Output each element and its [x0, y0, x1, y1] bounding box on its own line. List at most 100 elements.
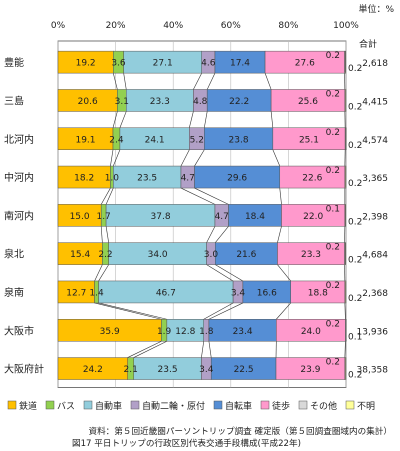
- x-tick-label: 40%: [163, 21, 183, 31]
- legend-swatch: [298, 400, 308, 410]
- data-label: 22.6: [302, 174, 322, 184]
- series-connector: [215, 264, 244, 282]
- legend-swatch: [7, 400, 17, 410]
- x-tick-label: 80%: [278, 21, 298, 31]
- legend-label: 不明: [357, 401, 375, 412]
- data-label: 25.6: [298, 97, 318, 107]
- data-label: 27.1: [153, 59, 173, 69]
- total-value: 38,358: [357, 366, 389, 376]
- series-connector: [204, 111, 208, 128]
- source-note: 資料：第５回近畿圏パーソントリップ調査 確定版（第５回調査圏域内の集計）: [88, 427, 392, 437]
- total-value: 13,936: [357, 327, 389, 337]
- legend-swatch: [45, 400, 55, 410]
- bar-segment: [344, 50, 346, 74]
- legend-label: 自転車: [225, 400, 252, 412]
- series-connector: [206, 73, 216, 90]
- data-label: 23.9: [300, 365, 320, 375]
- series-connector: [277, 226, 282, 243]
- legend-label: 自動二輪・原付: [142, 400, 205, 412]
- series-connector: [180, 187, 216, 205]
- series-connector: [113, 149, 121, 167]
- unit-label: 単位：%: [358, 5, 394, 15]
- data-label: 18.8: [308, 288, 328, 298]
- category-label: 大阪府計: [4, 363, 44, 376]
- x-tick-label: 0%: [51, 21, 66, 31]
- data-label: 1.4: [89, 288, 104, 298]
- category-label: 大阪市: [4, 324, 34, 337]
- data-label: 4.6: [201, 59, 216, 69]
- series-connector: [113, 73, 118, 90]
- series-connector: [105, 187, 114, 205]
- series-connector: [208, 302, 244, 320]
- data-label: 0.1: [326, 204, 340, 214]
- data-label: 22.0: [303, 212, 323, 222]
- data-label: 23.4: [233, 327, 253, 337]
- data-label: 0.2: [348, 294, 362, 304]
- category-label: 泉南: [4, 286, 24, 299]
- data-label: 19.2: [76, 59, 96, 69]
- data-label: 20.6: [78, 97, 98, 107]
- data-label: 15.4: [70, 250, 90, 260]
- x-tick-label: 60%: [221, 21, 241, 31]
- data-label: 0.2: [326, 281, 340, 291]
- data-label: 5.2: [190, 135, 204, 145]
- series-connector: [180, 149, 190, 167]
- series-connector: [270, 111, 274, 128]
- total-value: 3,365: [362, 174, 388, 184]
- series-connector: [100, 226, 103, 243]
- category-label: 北河内: [4, 133, 34, 146]
- data-label: 12.7: [66, 288, 86, 298]
- data-label: 2.4: [109, 135, 124, 145]
- series-connector: [206, 264, 234, 282]
- legend-swatch: [130, 400, 140, 410]
- category-label: 南河内: [4, 209, 34, 222]
- data-label: 0.2: [348, 102, 362, 112]
- data-label: 3.4: [199, 365, 214, 375]
- data-label: 0.2: [326, 128, 340, 138]
- data-label: 16.6: [257, 288, 277, 298]
- series-connector: [105, 226, 109, 243]
- total-value: 2,618: [362, 59, 388, 69]
- data-label: 4.8: [193, 97, 208, 107]
- data-label: 1.8: [199, 327, 214, 337]
- category-label: 豊能: [4, 56, 24, 69]
- bar-segment: [345, 89, 347, 112]
- x-tick-label: 20%: [106, 21, 126, 31]
- series-connector: [100, 187, 111, 205]
- series-connector: [133, 340, 167, 358]
- total-value: 2,368: [362, 289, 388, 299]
- data-label: 1.7: [96, 212, 110, 222]
- series-connector: [94, 264, 103, 282]
- data-label: 4.7: [181, 174, 195, 184]
- data-label: 0.2: [348, 256, 362, 266]
- data-label: 1.0: [105, 174, 120, 184]
- legend-label: 鉄道: [19, 400, 37, 412]
- legend-label: 徒歩: [272, 400, 290, 412]
- data-label: 37.8: [151, 212, 171, 222]
- data-label: 23.5: [158, 365, 178, 375]
- series-connector: [194, 149, 205, 167]
- series-connector: [193, 73, 202, 90]
- bar-segment: [345, 357, 347, 380]
- data-label: 3.4: [231, 288, 246, 298]
- category-label: 中河内: [4, 171, 34, 184]
- data-label: 23.3: [301, 250, 321, 260]
- data-label: 2.2: [98, 250, 112, 260]
- data-label: 12.8: [175, 327, 195, 337]
- data-label: 23.5: [137, 174, 157, 184]
- data-label: 3.1: [115, 97, 129, 107]
- data-label: 17.4: [230, 59, 250, 69]
- series-connector: [215, 226, 229, 243]
- legend-swatch: [345, 400, 355, 410]
- data-label: 0.2: [348, 64, 362, 74]
- bar-segment: [344, 242, 346, 265]
- data-label: 0.2: [348, 217, 362, 227]
- data-label: 0.2: [326, 243, 340, 253]
- series-connector: [112, 111, 118, 128]
- series-connector: [98, 302, 167, 320]
- data-label: 34.0: [148, 250, 168, 260]
- category-label: 泉北: [4, 248, 24, 261]
- legend-layer: 鉄道 バス 自動車 自動二輪・原付 自転車 徒歩 その他 不明: [7, 400, 375, 412]
- total-value: 4,684: [362, 251, 388, 261]
- series-connector: [94, 302, 162, 320]
